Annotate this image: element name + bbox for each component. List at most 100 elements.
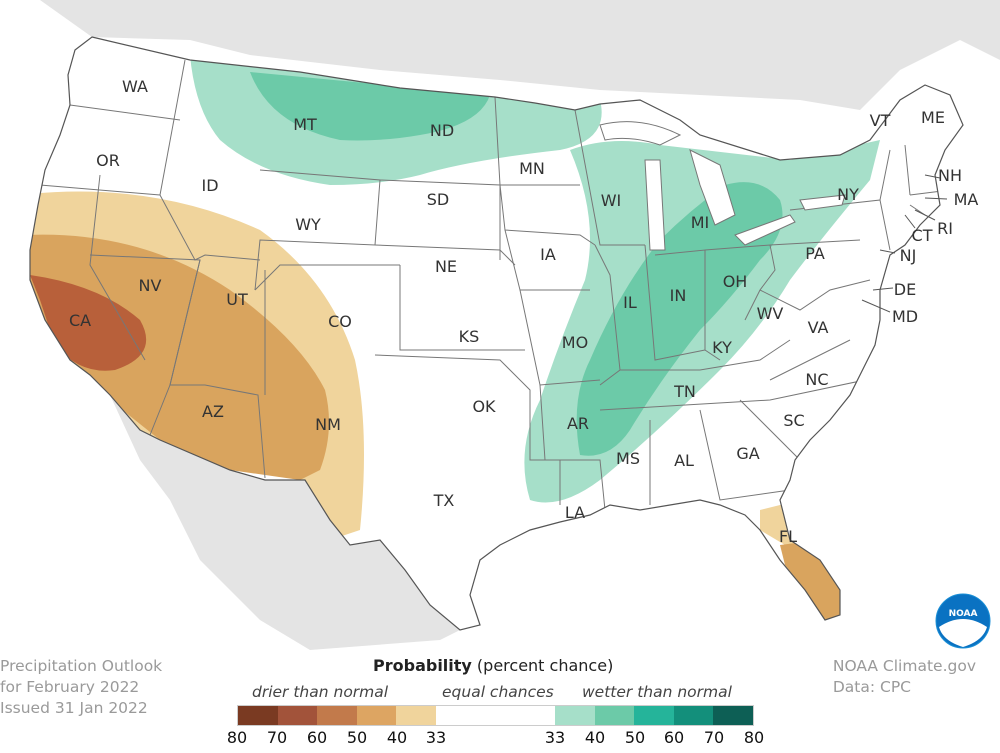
state-label-me: ME (921, 108, 945, 127)
state-label-ky: KY (712, 338, 732, 357)
legend-tick-label: 50 (624, 728, 646, 747)
state-label-vt: VT (870, 111, 891, 130)
state-label-nm: NM (315, 415, 341, 434)
dry-50-florida (780, 540, 845, 620)
state-label-wv: WV (757, 304, 784, 323)
state-label-nj: NJ (900, 246, 917, 265)
map-credits: NOAA Climate.gov Data: CPC (833, 656, 976, 698)
state-label-ne: NE (435, 257, 457, 276)
legend-swatch (594, 706, 635, 725)
legend-tick-label: 50 (346, 728, 368, 747)
state-label-wy: WY (295, 215, 321, 234)
state-label-mi: MI (691, 213, 710, 232)
state-label-ma: MA (954, 190, 979, 209)
state-label-il: IL (623, 293, 637, 312)
legend-tick-label: 33 (544, 728, 566, 747)
lake-huron (689, 149, 736, 226)
noaa-logo-text: NOAA (949, 609, 978, 619)
state-label-ct: CT (912, 226, 933, 245)
state-label-ga: GA (736, 444, 759, 463)
state-label-ca: CA (69, 311, 91, 330)
legend-title-bold: Probability (373, 656, 472, 675)
legend-equal-label: equal chances (442, 683, 554, 701)
legend-swatch (277, 706, 318, 725)
state-label-wa: WA (122, 77, 148, 96)
state-label-oh: OH (723, 272, 748, 291)
map-caption: Precipitation Outlook for February 2022 … (0, 656, 162, 719)
legend-tick-label: 40 (584, 728, 606, 747)
canada-landmass (0, 0, 1000, 110)
state-label-tn: TN (673, 382, 696, 401)
state-label-az: AZ (202, 402, 224, 421)
state-label-or: OR (96, 151, 120, 170)
legend-color-bar (237, 705, 754, 726)
legend-wetter-label: wetter than normal (582, 683, 732, 701)
wet-50-east (576, 182, 783, 456)
state-label-mn: MN (519, 159, 545, 178)
state-label-pa: PA (805, 244, 825, 263)
legend-swatch (356, 706, 397, 725)
legend-swatch (673, 706, 714, 725)
legend-swatch (396, 706, 437, 725)
state-label-ny: NY (837, 185, 859, 204)
state-label-nh: NH (938, 166, 962, 185)
state-label-al: AL (674, 451, 694, 470)
state-label-fl: FL (779, 527, 797, 546)
state-label-ri: RI (937, 219, 953, 238)
legend-tick-label: 33 (425, 728, 447, 747)
state-label-de: DE (894, 280, 916, 299)
state-label-sc: SC (783, 411, 804, 430)
legend-title: Probability (percent chance) (373, 656, 613, 675)
state-label-ks: KS (459, 327, 480, 346)
legend-tick-label: 40 (386, 728, 408, 747)
legend-tick-label: 80 (743, 728, 765, 747)
state-label-nc: NC (805, 370, 828, 389)
state-label-la: LA (565, 503, 585, 522)
legend-swatch (713, 706, 753, 725)
state-labels: WA OR CA ID NV MT WY UT AZ CO NM ND SD NE KS OK TX MN IA MO… (69, 77, 978, 546)
caption-issued-date: Issued 31 Jan 2022 (0, 699, 148, 717)
legend-swatch (317, 706, 357, 725)
lake-superior (599, 121, 682, 146)
wet-50-north (250, 72, 490, 141)
us-outline (29, 36, 964, 631)
legend-title-rest: (percent chance) (471, 656, 614, 675)
state-label-ok: OK (472, 397, 496, 416)
legend-swatch (436, 706, 555, 725)
state-label-va: VA (808, 318, 829, 337)
background-land (0, 0, 1000, 650)
state-label-ia: IA (540, 245, 556, 264)
state-label-sd: SD (427, 190, 449, 209)
legend-swatch (634, 706, 674, 725)
legend-tick-label: 70 (703, 728, 725, 747)
lake-michigan (644, 159, 666, 251)
legend-swatch (554, 706, 595, 725)
state-label-ms: MS (616, 449, 640, 468)
state-pointer-lines (861, 174, 948, 313)
legend-tick-label: 60 (663, 728, 685, 747)
state-boundaries (39, 59, 951, 511)
lake-erie (734, 214, 796, 246)
state-label-ut: UT (226, 290, 248, 309)
state-label-co: CO (328, 312, 352, 331)
caption-title-line1: Precipitation Outlook (0, 657, 163, 675)
state-label-id: ID (201, 176, 218, 195)
state-label-ar: AR (567, 414, 589, 433)
legend-tick-label: 60 (306, 728, 328, 747)
mexico-landmass (110, 395, 460, 650)
state-label-mo: MO (562, 333, 588, 352)
legend-swatch (238, 706, 278, 725)
great-lakes (599, 121, 846, 251)
state-label-nv: NV (139, 276, 162, 295)
state-label-md: MD (892, 307, 918, 326)
legend-tick-label: 80 (226, 728, 248, 747)
state-label-nd: ND (430, 121, 454, 140)
credit-publisher: NOAA Climate.gov (832, 657, 976, 675)
state-label-in: IN (670, 286, 687, 305)
caption-title-line2: for February 2022 (0, 678, 140, 696)
state-label-tx: TX (433, 491, 455, 510)
noaa-logo: NOAA (935, 593, 991, 649)
legend-tick-label: 70 (266, 728, 288, 747)
credit-data-source: Data: CPC (832, 678, 911, 696)
